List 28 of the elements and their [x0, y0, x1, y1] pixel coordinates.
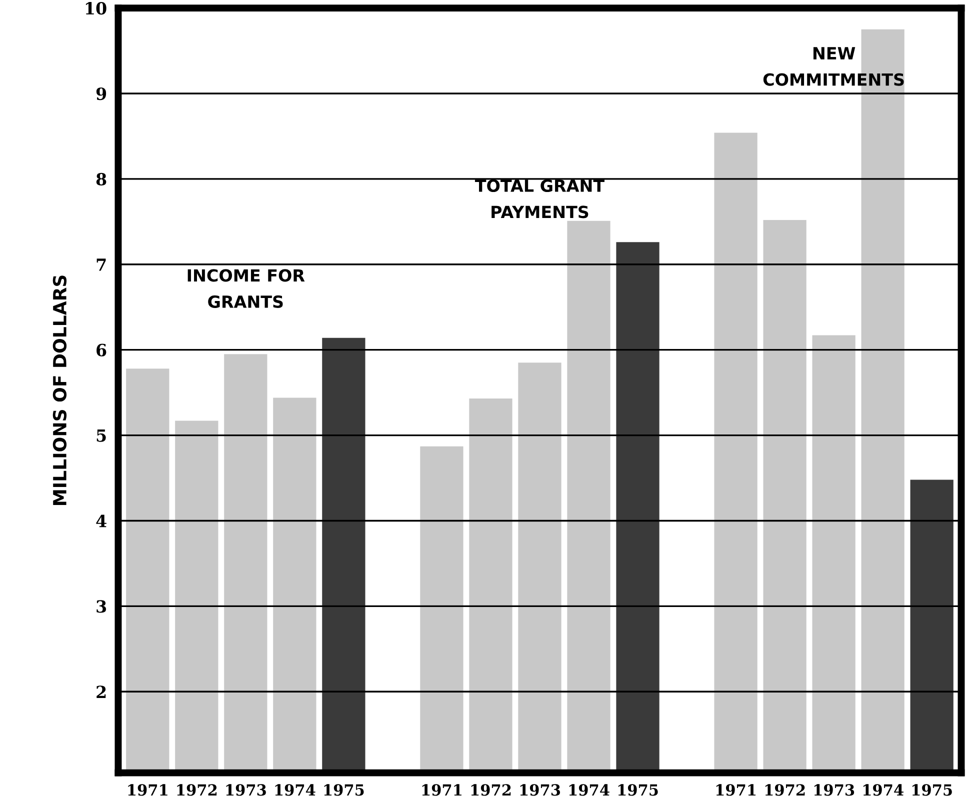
x-tick-label: 1974: [569, 784, 610, 796]
y-tick-label: 9: [96, 87, 106, 100]
y-tick-label: 5: [96, 429, 106, 442]
annotation: INCOME FOR GRANTS: [188, 269, 305, 308]
x-tick-label: 1972: [765, 784, 805, 796]
x-tick-label: 1971: [716, 784, 756, 796]
y-tick-label: 2: [96, 686, 106, 698]
annotation: TOTAL GRANT PAYMENTS: [474, 179, 604, 218]
x-tick-label: 1973: [226, 784, 266, 796]
annotation: NEW COMMITMENTS: [763, 47, 904, 86]
y-tick-label: 10: [86, 2, 106, 15]
x-tick-label: 1975: [324, 784, 364, 796]
x-tick-label: 1974: [275, 784, 316, 796]
y-tick-label: 8: [96, 172, 106, 186]
y-axis-title: MILLIONS OF DOLLARS: [52, 276, 67, 505]
y-tick-label: 6: [96, 344, 106, 356]
x-tick-label: 1973: [520, 784, 560, 796]
x-tick-label: 1975: [618, 784, 658, 796]
y-tick-label: 4: [96, 514, 106, 528]
y-tick-label: 7: [96, 258, 106, 271]
x-tick-label: 1974: [863, 784, 904, 796]
x-tick-label: 1972: [177, 784, 217, 796]
x-tick-label: 1973: [814, 784, 854, 796]
x-tick-label: 1971: [422, 784, 462, 796]
x-tick-label: 1971: [128, 784, 168, 796]
x-tick-label: 1972: [471, 784, 511, 796]
y-tick-label: 3: [96, 600, 106, 613]
x-tick-label: 1975: [912, 784, 952, 796]
